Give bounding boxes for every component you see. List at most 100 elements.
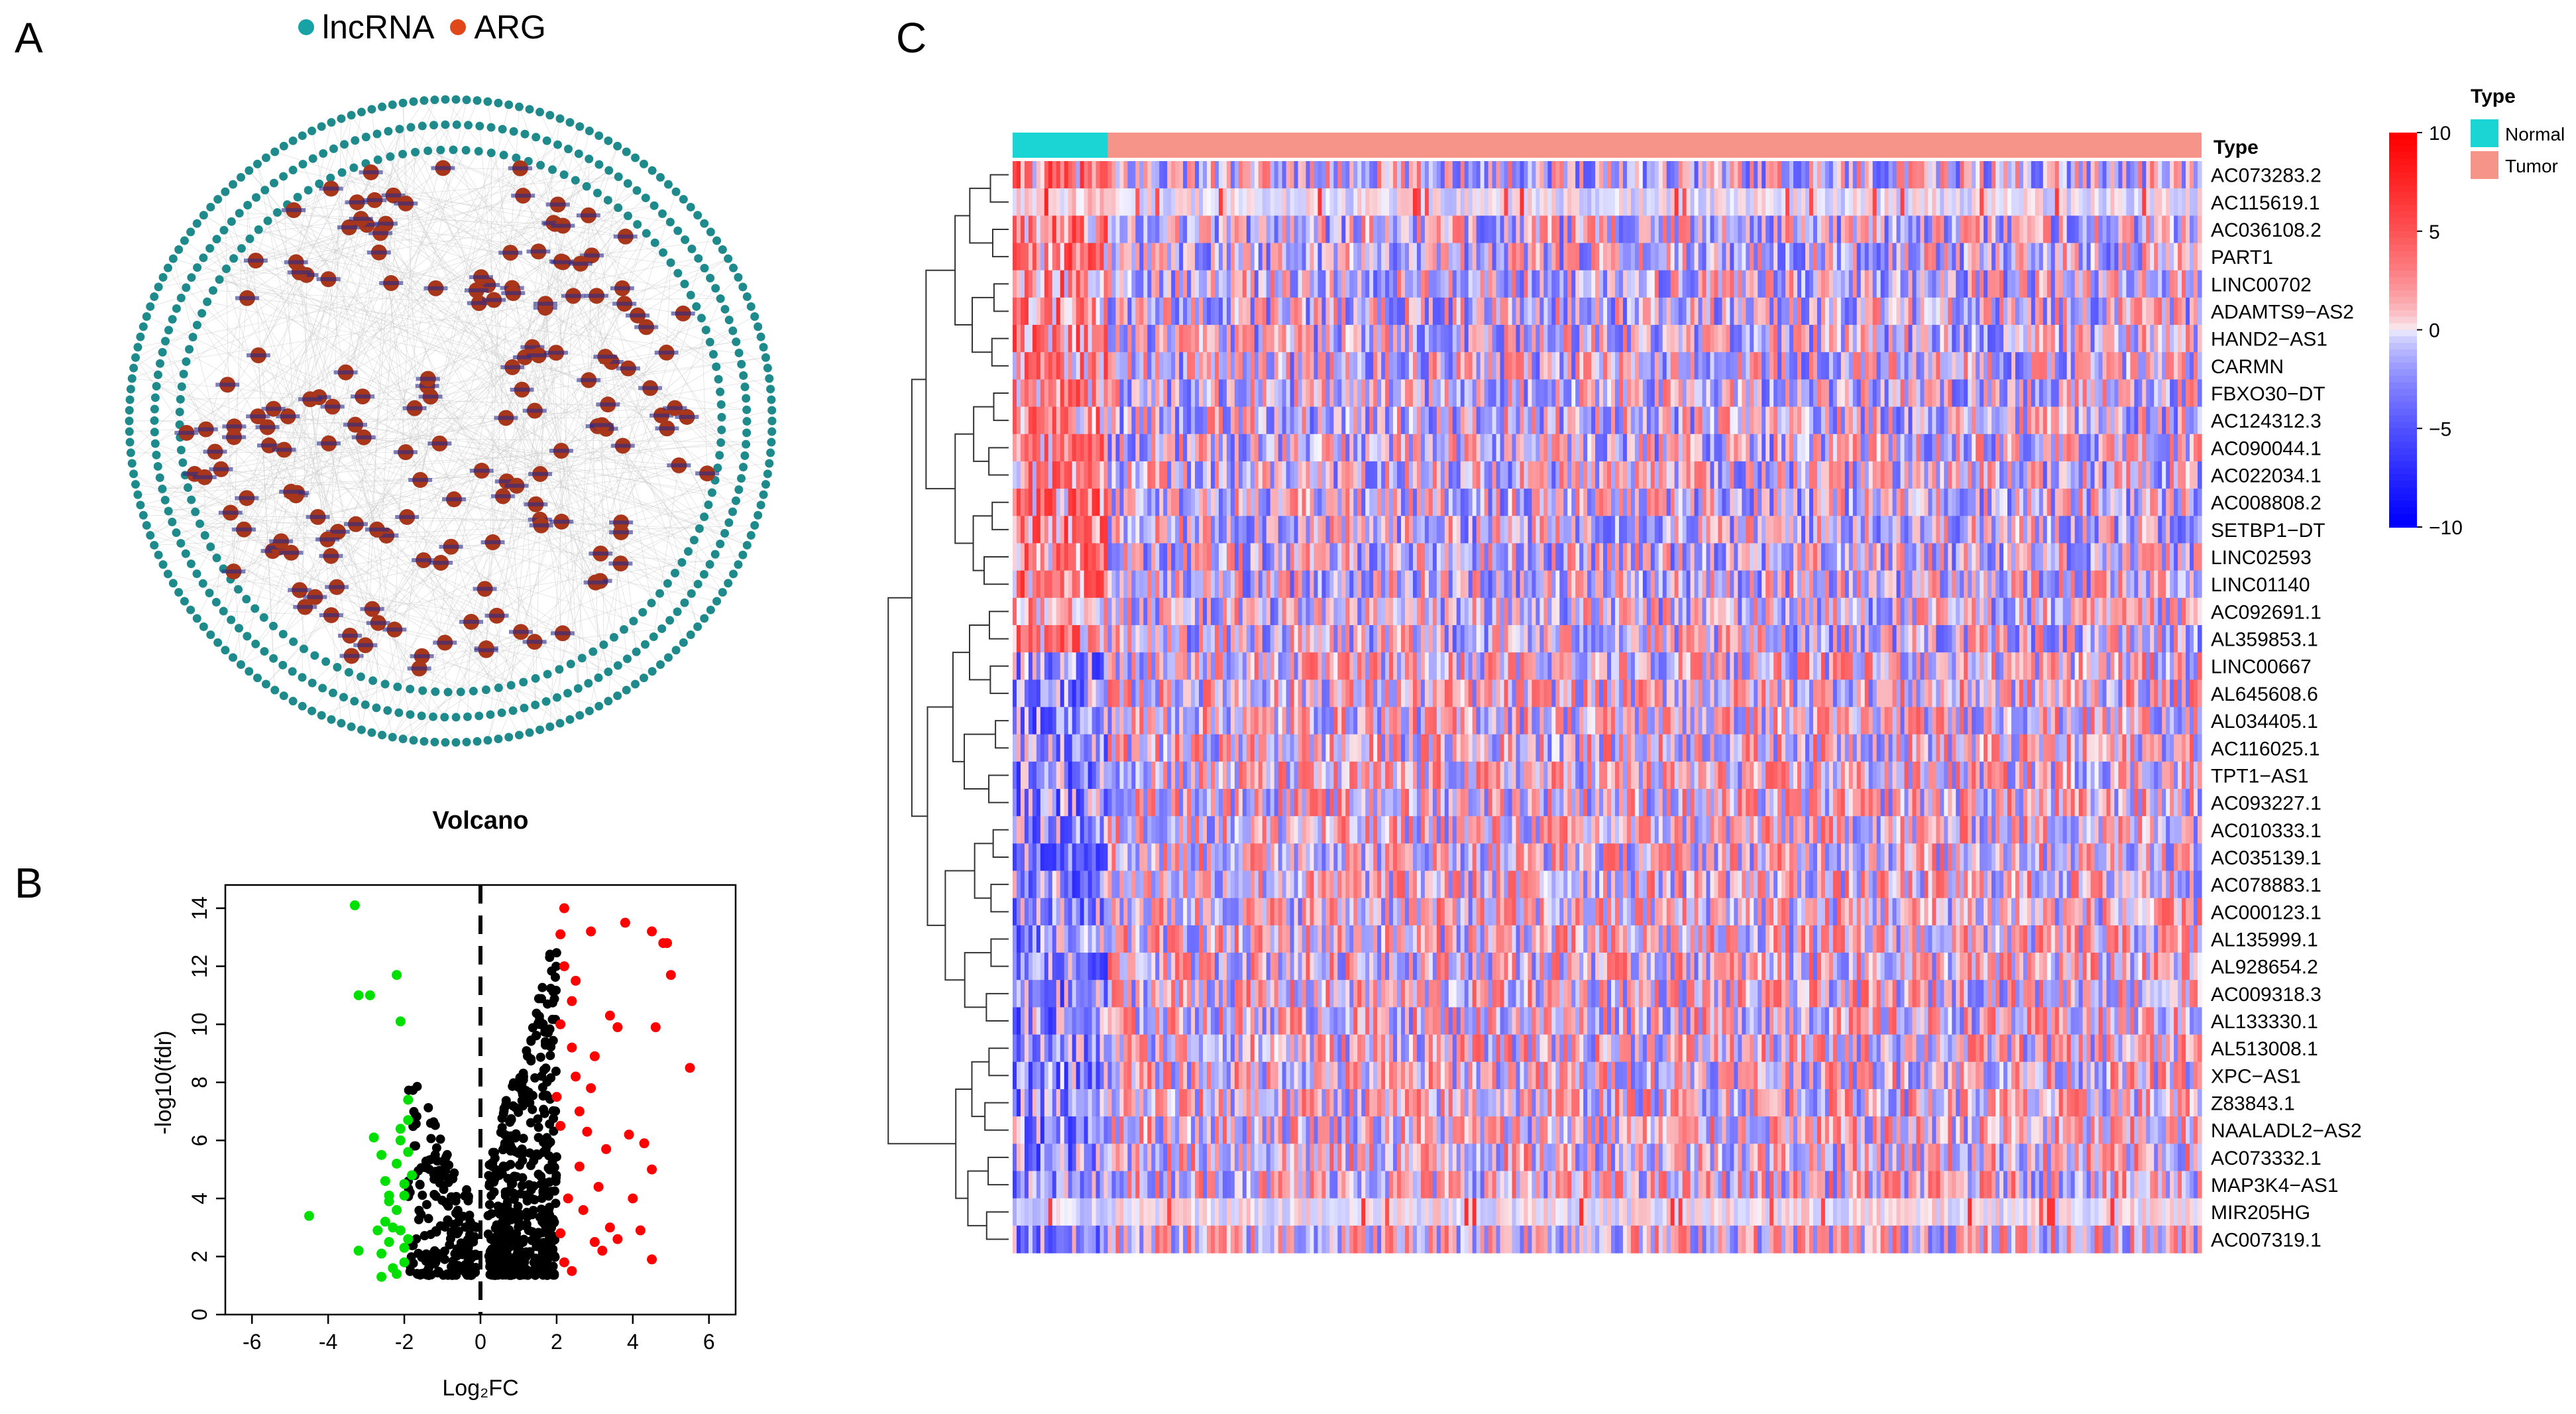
heatmap-cell xyxy=(1135,161,1140,189)
heatmap-cell xyxy=(1650,270,1655,298)
heatmap-cell xyxy=(1988,379,1992,408)
heatmap-cell xyxy=(1207,215,1211,244)
lncrna-node xyxy=(746,531,756,540)
heatmap-cell xyxy=(2106,406,2111,435)
heatmap-cell xyxy=(1508,434,1513,462)
heatmap-cell xyxy=(1824,325,1830,353)
heatmap-cell xyxy=(1282,352,1287,380)
heatmap-cell xyxy=(1571,161,1576,189)
heatmap-cell xyxy=(1119,215,1125,244)
heatmap-cell xyxy=(1222,161,1227,189)
heatmap-cell xyxy=(1373,434,1378,462)
heatmap-cell xyxy=(2102,406,2107,435)
heatmap-cell xyxy=(1960,188,1964,216)
heatmap-cell xyxy=(1464,161,1469,189)
heatmap-cell xyxy=(1389,406,1394,435)
heatmap-cell xyxy=(1381,270,1386,298)
heatmap-cell xyxy=(1099,325,1105,353)
heatmap-cell xyxy=(1750,352,1754,380)
heatmap-cell xyxy=(1341,161,1346,189)
heatmap-cell xyxy=(1626,406,1632,435)
lncrna-node xyxy=(270,685,280,695)
heatmap-cell xyxy=(2178,161,2182,189)
heatmap-cell xyxy=(2166,325,2170,353)
heatmap-cell xyxy=(1650,379,1655,408)
heatmap-cell xyxy=(1298,434,1303,462)
heatmap-cell xyxy=(1492,379,1497,408)
heatmap-cell xyxy=(1044,297,1049,325)
heatmap-cell xyxy=(1836,406,1842,435)
lncrna-node xyxy=(737,359,746,369)
heatmap-cell xyxy=(1436,243,1441,271)
heatmap-cell xyxy=(1579,297,1584,325)
heatmap-cell xyxy=(2019,325,2024,353)
heatmap-cell xyxy=(1892,379,1897,408)
heatmap-cell xyxy=(1246,243,1251,271)
heatmap-cell xyxy=(1270,188,1275,216)
heatmap-cell xyxy=(1694,325,1699,353)
lncrna-node xyxy=(761,353,770,362)
heatmap-cell xyxy=(1817,215,1822,244)
heatmap-cell xyxy=(1618,188,1624,216)
heatmap-cell xyxy=(1341,325,1346,353)
annotation-normal xyxy=(1013,133,1108,158)
heatmap-cell xyxy=(1381,188,1386,216)
heatmap-cell xyxy=(1900,161,1905,189)
lncrna-node xyxy=(584,679,593,688)
heatmap-cell xyxy=(1892,270,1897,298)
heatmap-cell xyxy=(1068,379,1073,408)
heatmap-cell xyxy=(1436,379,1441,408)
heatmap-cell xyxy=(1718,434,1723,462)
heatmap-cell xyxy=(1563,161,1568,189)
heatmap-cell xyxy=(1587,297,1592,325)
heatmap-cell xyxy=(1147,297,1152,325)
heatmap-cell xyxy=(1179,215,1184,244)
heatmap-cell xyxy=(1480,188,1485,216)
heatmap-cell xyxy=(1115,297,1121,325)
heatmap-cell xyxy=(2074,406,2080,435)
lncrna-node xyxy=(235,209,244,218)
heatmap-cell xyxy=(2078,188,2084,216)
heatmap-cell xyxy=(1599,215,1604,244)
heatmap-cell xyxy=(1175,243,1180,271)
heatmap-cell xyxy=(1420,270,1426,298)
heatmap-cell xyxy=(1750,379,1754,408)
heatmap-cell xyxy=(1599,406,1604,435)
heatmap-cell xyxy=(1968,297,1972,325)
heatmap-cell xyxy=(1508,379,1513,408)
heatmap-cell xyxy=(1044,243,1049,271)
heatmap-cell xyxy=(1932,215,1936,244)
heatmap-cell xyxy=(1191,325,1196,353)
heatmap-cell xyxy=(2174,270,2178,298)
heatmap-cell xyxy=(1924,215,1929,244)
heatmap-cell xyxy=(2027,434,2032,462)
heatmap-cell xyxy=(1095,434,1101,462)
heatmap-cell xyxy=(1583,188,1588,216)
heatmap-cell xyxy=(1310,352,1315,380)
heatmap-cell xyxy=(1528,379,1532,408)
lncrna-node xyxy=(298,673,307,682)
heatmap-cell xyxy=(1131,243,1136,271)
heatmap-cell xyxy=(1840,270,1846,298)
heatmap-cell xyxy=(1064,297,1069,325)
heatmap-cell xyxy=(1543,325,1548,353)
heatmap-cell xyxy=(1972,215,1976,244)
heatmap-cell xyxy=(1266,352,1271,380)
heatmap-cell xyxy=(1016,379,1021,408)
heatmap-cell xyxy=(1848,352,1854,380)
heatmap-cell xyxy=(1254,352,1259,380)
dendrogram-branch xyxy=(990,938,1009,967)
heatmap-cell xyxy=(1230,188,1235,216)
heatmap-cell xyxy=(1856,243,1862,271)
heatmap-cell xyxy=(1107,325,1113,353)
heatmap-cell xyxy=(1076,188,1081,216)
heatmap-cell xyxy=(1107,297,1113,325)
heatmap-cell xyxy=(2015,325,2020,353)
heatmap-cell xyxy=(1321,379,1327,408)
heatmap-cell xyxy=(1706,270,1711,298)
heatmap-cell xyxy=(1314,325,1319,353)
heatmap-cell xyxy=(1187,325,1192,353)
heatmap-cell xyxy=(2130,270,2135,298)
heatmap-cell xyxy=(1706,188,1711,216)
